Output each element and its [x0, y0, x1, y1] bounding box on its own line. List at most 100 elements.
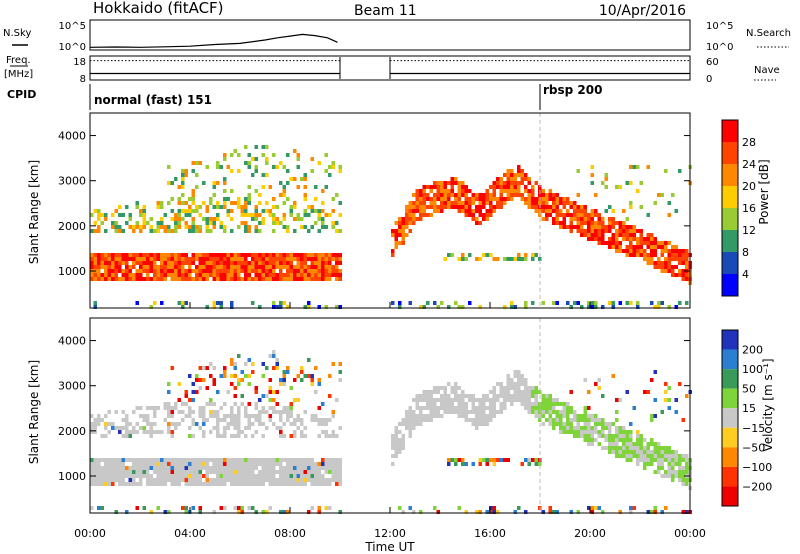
range-cell: [632, 249, 636, 253]
range-cell: [468, 253, 472, 257]
range-cell: [188, 474, 192, 478]
range-cell: [111, 458, 115, 462]
range-cell: [237, 410, 241, 414]
range-cell: [212, 466, 216, 470]
range-cell: [492, 398, 496, 402]
range-cell: [216, 478, 220, 482]
range-cell: [265, 510, 269, 514]
range-cell: [114, 510, 118, 514]
range-cell: [195, 205, 199, 209]
range-cell: [524, 197, 528, 201]
range-cell: [265, 161, 269, 165]
range-cell: [198, 406, 202, 410]
range-cell: [121, 426, 125, 430]
range-cell: [531, 458, 535, 462]
range-cell: [524, 185, 528, 189]
range-cell: [289, 177, 293, 181]
range-cell: [531, 201, 535, 205]
range-cell: [461, 414, 465, 418]
range-cell: [282, 217, 286, 221]
range-cell: [118, 462, 122, 466]
range-cell: [615, 446, 619, 450]
range-cell: [174, 466, 178, 470]
range-cell: [219, 205, 223, 209]
range-cell: [247, 358, 251, 362]
range-cell: [156, 470, 160, 474]
range-cell: [412, 398, 416, 402]
range-cell: [324, 430, 328, 434]
range-cell: [321, 482, 325, 486]
range-cell: [125, 414, 129, 418]
range-cell: [223, 201, 227, 205]
range-cell: [181, 478, 185, 482]
range-cell: [517, 257, 521, 261]
range-cell: [328, 394, 332, 398]
range-cell: [678, 249, 682, 253]
range-cell: [517, 374, 521, 378]
range-cell: [111, 482, 115, 486]
range-cell: [296, 478, 300, 482]
range-cell: [468, 197, 472, 201]
range-cell: [671, 470, 675, 474]
range-cell: [265, 462, 269, 466]
range-cell: [524, 402, 528, 406]
range-cell: [237, 253, 241, 257]
range-cell: [289, 458, 293, 462]
range-cell: [209, 374, 213, 378]
range-cell: [265, 470, 269, 474]
range-cell: [590, 213, 594, 217]
range-cell: [97, 462, 101, 466]
range-cell: [562, 197, 566, 201]
range-cell: [205, 253, 209, 257]
range-cell: [331, 414, 335, 418]
range-cell: [293, 458, 297, 462]
range-cell: [282, 165, 286, 169]
range-cell: [258, 253, 262, 257]
range-cell: [454, 205, 458, 209]
range-cell: [125, 434, 129, 438]
range-cell: [436, 305, 440, 309]
range-cell: [454, 406, 458, 410]
range-cell: [566, 418, 570, 422]
range-cell: [188, 462, 192, 466]
range-cell: [153, 257, 157, 261]
range-cell: [681, 466, 685, 470]
range-cell: [303, 225, 307, 229]
range-cell: [177, 382, 181, 386]
range-cell: [531, 402, 535, 406]
range-cell: [209, 402, 213, 406]
range-cell: [499, 410, 503, 414]
range-cell: [114, 470, 118, 474]
range-cell: [212, 185, 216, 189]
range-cell: [188, 265, 192, 269]
range-cell: [247, 474, 251, 478]
range-cell: [674, 209, 678, 213]
range-cell: [310, 257, 314, 261]
range-cell: [615, 442, 619, 446]
range-cell: [205, 458, 209, 462]
range-cell: [450, 402, 454, 406]
range-cell: [611, 305, 615, 309]
range-cell: [548, 213, 552, 217]
range-cell: [580, 205, 584, 209]
y-tick-label: 2000: [58, 220, 86, 233]
range-cell: [181, 277, 185, 281]
range-cell: [219, 225, 223, 229]
range-cell: [125, 273, 129, 277]
range-cell: [111, 478, 115, 482]
range-cell: [212, 470, 216, 474]
range-cell: [156, 277, 160, 281]
range-cell: [618, 398, 622, 402]
range-cell: [198, 466, 202, 470]
range-cell: [496, 205, 500, 209]
range-cell: [548, 506, 552, 510]
range-cell: [331, 466, 335, 470]
range-cell: [433, 197, 437, 201]
range-cell: [177, 474, 181, 478]
range-cell: [566, 406, 570, 410]
range-cell: [219, 434, 223, 438]
range-cell: [685, 273, 689, 277]
range-cell: [202, 366, 206, 370]
range-cell: [324, 277, 328, 281]
range-cell: [244, 221, 248, 225]
